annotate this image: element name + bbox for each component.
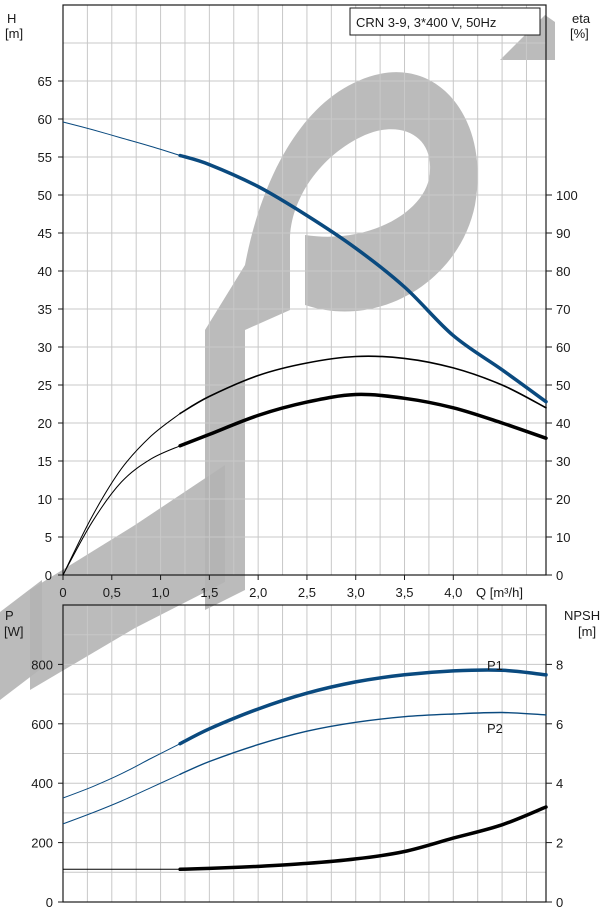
efficiency-curve-thick bbox=[178, 392, 548, 448]
y-left-label-bottom-line2: [W] bbox=[4, 624, 24, 639]
y-right-tick-label: 90 bbox=[556, 226, 570, 241]
y-left-tick-label: 50 bbox=[38, 188, 52, 203]
y-left-tick-label: 40 bbox=[38, 264, 52, 279]
p1-curve-low-flow bbox=[62, 743, 181, 799]
y-right-tick-label: 70 bbox=[556, 302, 570, 317]
npsh-tick-label: 4 bbox=[556, 776, 563, 791]
p-tick-label: 200 bbox=[31, 836, 53, 851]
y-left-tick-label: 55 bbox=[38, 150, 52, 165]
efficiency-curve-thin bbox=[179, 355, 547, 415]
y-right-tick-label: 0 bbox=[556, 568, 563, 583]
p-tick-label: 400 bbox=[31, 776, 53, 791]
y-left-tick-label: 45 bbox=[38, 226, 52, 241]
y-right-tick-label: 20 bbox=[556, 492, 570, 507]
y-left-tick-label: 20 bbox=[38, 416, 52, 431]
p2-curve bbox=[179, 711, 547, 775]
p-tick-label: 600 bbox=[31, 717, 53, 732]
x-tick-label: 4,0 bbox=[444, 585, 462, 600]
y-right-tick-label: 40 bbox=[556, 416, 570, 431]
head-curve-low-flow bbox=[62, 121, 181, 156]
y-left-label-bottom-line1: P bbox=[5, 608, 14, 623]
y-right-tick-label: 30 bbox=[556, 454, 570, 469]
y-right-tick-label: 10 bbox=[556, 530, 570, 545]
x-tick-label: 3,0 bbox=[347, 585, 365, 600]
y-right-label-bottom-line2: [m] bbox=[578, 624, 596, 639]
y-left-tick-label: 60 bbox=[38, 112, 52, 127]
y-right-tick-label: 50 bbox=[556, 378, 570, 393]
y-right-label-top-line2: [%] bbox=[570, 26, 589, 41]
p1-series-label: P1 bbox=[487, 658, 503, 673]
curves bbox=[62, 121, 548, 872]
y-left-tick-label: 0 bbox=[45, 568, 52, 583]
x-tick-label: 1,0 bbox=[152, 585, 170, 600]
y-right-label-top-line1: eta bbox=[572, 11, 591, 26]
bottom-grid bbox=[62, 604, 547, 903]
p2-series-label: P2 bbox=[487, 721, 503, 736]
npsh-tick-label: 6 bbox=[556, 717, 563, 732]
y-left-label-top-line1: H bbox=[7, 11, 16, 26]
chart-title-box: CRN 3-9, 3*400 V, 50Hz bbox=[349, 7, 541, 36]
top-grid bbox=[62, 4, 547, 576]
x-tick-label: 0,5 bbox=[103, 585, 121, 600]
chart-title: CRN 3-9, 3*400 V, 50Hz bbox=[356, 15, 496, 30]
p1-curve bbox=[178, 668, 548, 746]
y-right-tick-label: 80 bbox=[556, 264, 570, 279]
y-left-tick-label: 25 bbox=[38, 378, 52, 393]
efficiency-curve-thin-low-flow bbox=[62, 413, 181, 576]
y-right-tick-label: 100 bbox=[556, 188, 578, 203]
npsh-tick-label: 2 bbox=[556, 836, 563, 851]
y-left-label-top-line2: [m] bbox=[5, 26, 23, 41]
y-right-label-bottom-line1: NPSH bbox=[564, 608, 600, 623]
y-left-tick-label: 10 bbox=[38, 492, 52, 507]
y-left-tick-label: 5 bbox=[45, 530, 52, 545]
y-left-tick-label: 15 bbox=[38, 454, 52, 469]
y-left-tick-label: 30 bbox=[38, 340, 52, 355]
bottom-frame bbox=[62, 604, 547, 903]
p-tick-label: 800 bbox=[31, 657, 53, 672]
npsh-curve bbox=[178, 805, 548, 872]
efficiency-curve-thick-low-flow bbox=[62, 445, 181, 576]
y-left-tick-label: 35 bbox=[38, 302, 52, 317]
y-right-tick-label: 60 bbox=[556, 340, 570, 355]
x-axis-label: Q [m³/h] bbox=[476, 585, 523, 600]
x-tick-label: 0 bbox=[59, 585, 66, 600]
npsh-tick-label: 0 bbox=[556, 895, 563, 909]
x-tick-label: 2,0 bbox=[249, 585, 267, 600]
x-tick-label: 2,5 bbox=[298, 585, 316, 600]
watermark bbox=[0, 15, 555, 700]
npsh-tick-label: 8 bbox=[556, 657, 563, 672]
p2-curve-low-flow bbox=[62, 773, 181, 825]
x-tick-label: 1,5 bbox=[200, 585, 218, 600]
axis-ticks: 0 0,5 1,0 1,5 2,0 2,5 3,0 3,5 4,0051015202530354… bbox=[31, 74, 577, 909]
y-left-tick-label: 65 bbox=[38, 74, 52, 89]
x-tick-label: 3,5 bbox=[395, 585, 413, 600]
head-curve bbox=[178, 153, 548, 404]
top-frame bbox=[62, 4, 547, 576]
p-tick-label: 0 bbox=[46, 895, 53, 909]
